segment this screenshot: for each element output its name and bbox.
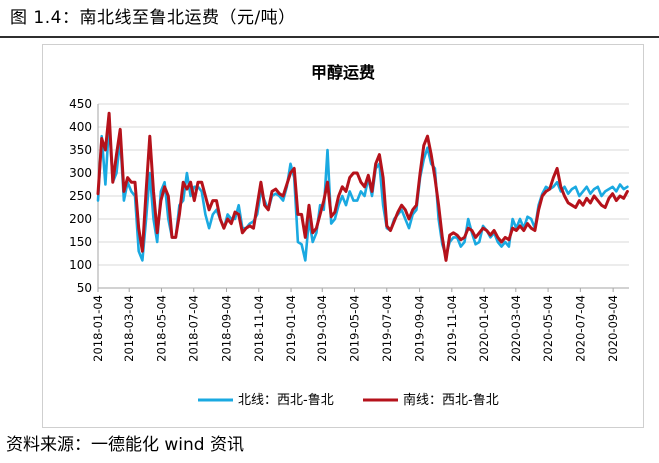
x-tick-label-9: 2019-07-04: [380, 295, 394, 362]
y-axis: 50 100 150 200 250 300 350 400 450: [69, 97, 99, 295]
x-tick-label-15: 2020-07-04: [573, 295, 587, 362]
figure-title: 图 1.4：南北线至鲁北运费（元/吨）: [10, 8, 296, 28]
line-chart: 甲醇运费 50 100 150 200 250 300 350 400 450 2018-01-…: [69, 63, 629, 408]
legend-label-south: 南线：西北-鲁北: [403, 392, 499, 408]
x-tick-label-1: 2018-03-04: [122, 295, 136, 362]
legend-label-north: 北线：西北-鲁北: [238, 393, 334, 408]
x-tick-label-3: 2018-07-04: [187, 295, 201, 362]
x-tick-label-5: 2018-11-04: [252, 295, 266, 362]
x-tick-label-13: 2020-03-04: [509, 295, 523, 362]
y-tick-label-50: 50: [77, 281, 92, 295]
x-tick-label-0: 2018-01-04: [91, 295, 105, 362]
y-tick-label-300: 300: [69, 166, 92, 180]
y-tick-label-100: 100: [69, 258, 92, 272]
y-tick-label-400: 400: [69, 120, 92, 134]
x-tick-label-7: 2019-03-04: [315, 295, 329, 362]
x-tick-label-16: 2020-09-04: [606, 295, 620, 362]
y-tick-label-200: 200: [69, 212, 92, 226]
y-tick-label-350: 350: [69, 143, 92, 157]
x-axis: 2018-01-04 2018-03-04 2018-05-04 2018-07-04…: [91, 288, 620, 362]
legend: 北线：西北-鲁北 南线：西北-鲁北: [198, 392, 499, 408]
x-tick-label-14: 2020-05-04: [541, 295, 555, 362]
x-tick-label-2: 2018-05-04: [154, 295, 168, 362]
series-line-south: [96, 111, 629, 262]
x-tick-label-12: 2020-01-04: [477, 295, 491, 362]
source-note: 资料来源：一德能化 wind 资讯: [6, 435, 244, 455]
y-tick-label-150: 150: [69, 235, 92, 249]
chart-frame: 甲醇运费 50 100 150 200 250 300 350 400 450 2018-01-…: [42, 44, 644, 428]
x-tick-label-4: 2018-09-04: [220, 295, 234, 362]
x-tick-label-10: 2019-09-04: [413, 295, 427, 362]
x-tick-label-11: 2019-11-04: [445, 295, 459, 362]
chart-title: 甲醇运费: [311, 63, 375, 82]
y-tick-label-450: 450: [69, 97, 92, 111]
series-lines: [96, 111, 629, 262]
y-tick-label-250: 250: [69, 189, 92, 203]
title-divider: [0, 36, 659, 38]
x-tick-label-8: 2019-05-04: [348, 295, 362, 362]
x-tick-label-6: 2019-01-04: [284, 295, 298, 362]
